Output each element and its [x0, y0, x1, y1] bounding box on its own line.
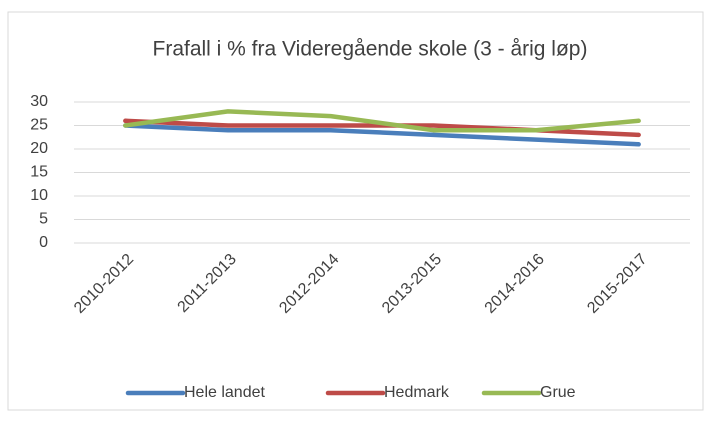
legend-label: Hele landet: [184, 384, 266, 401]
y-tick-label: 0: [39, 234, 48, 251]
y-tick-label: 20: [30, 140, 48, 157]
legend-label: Grue: [540, 384, 576, 401]
chart-title: Frafall i % fra Videregående skole (3 - …: [153, 38, 588, 61]
line-series: [123, 118, 641, 138]
legend-label: Hedmark: [384, 384, 450, 401]
line-series: [123, 109, 641, 133]
y-tick-label: 5: [39, 211, 48, 228]
chart-frame: [7, 11, 704, 411]
y-tick-label: 10: [30, 187, 48, 204]
y-tick-label: 25: [30, 117, 48, 134]
y-tick-label: 15: [30, 164, 48, 181]
line-series: [123, 123, 641, 147]
y-tick-label: 30: [30, 93, 48, 110]
